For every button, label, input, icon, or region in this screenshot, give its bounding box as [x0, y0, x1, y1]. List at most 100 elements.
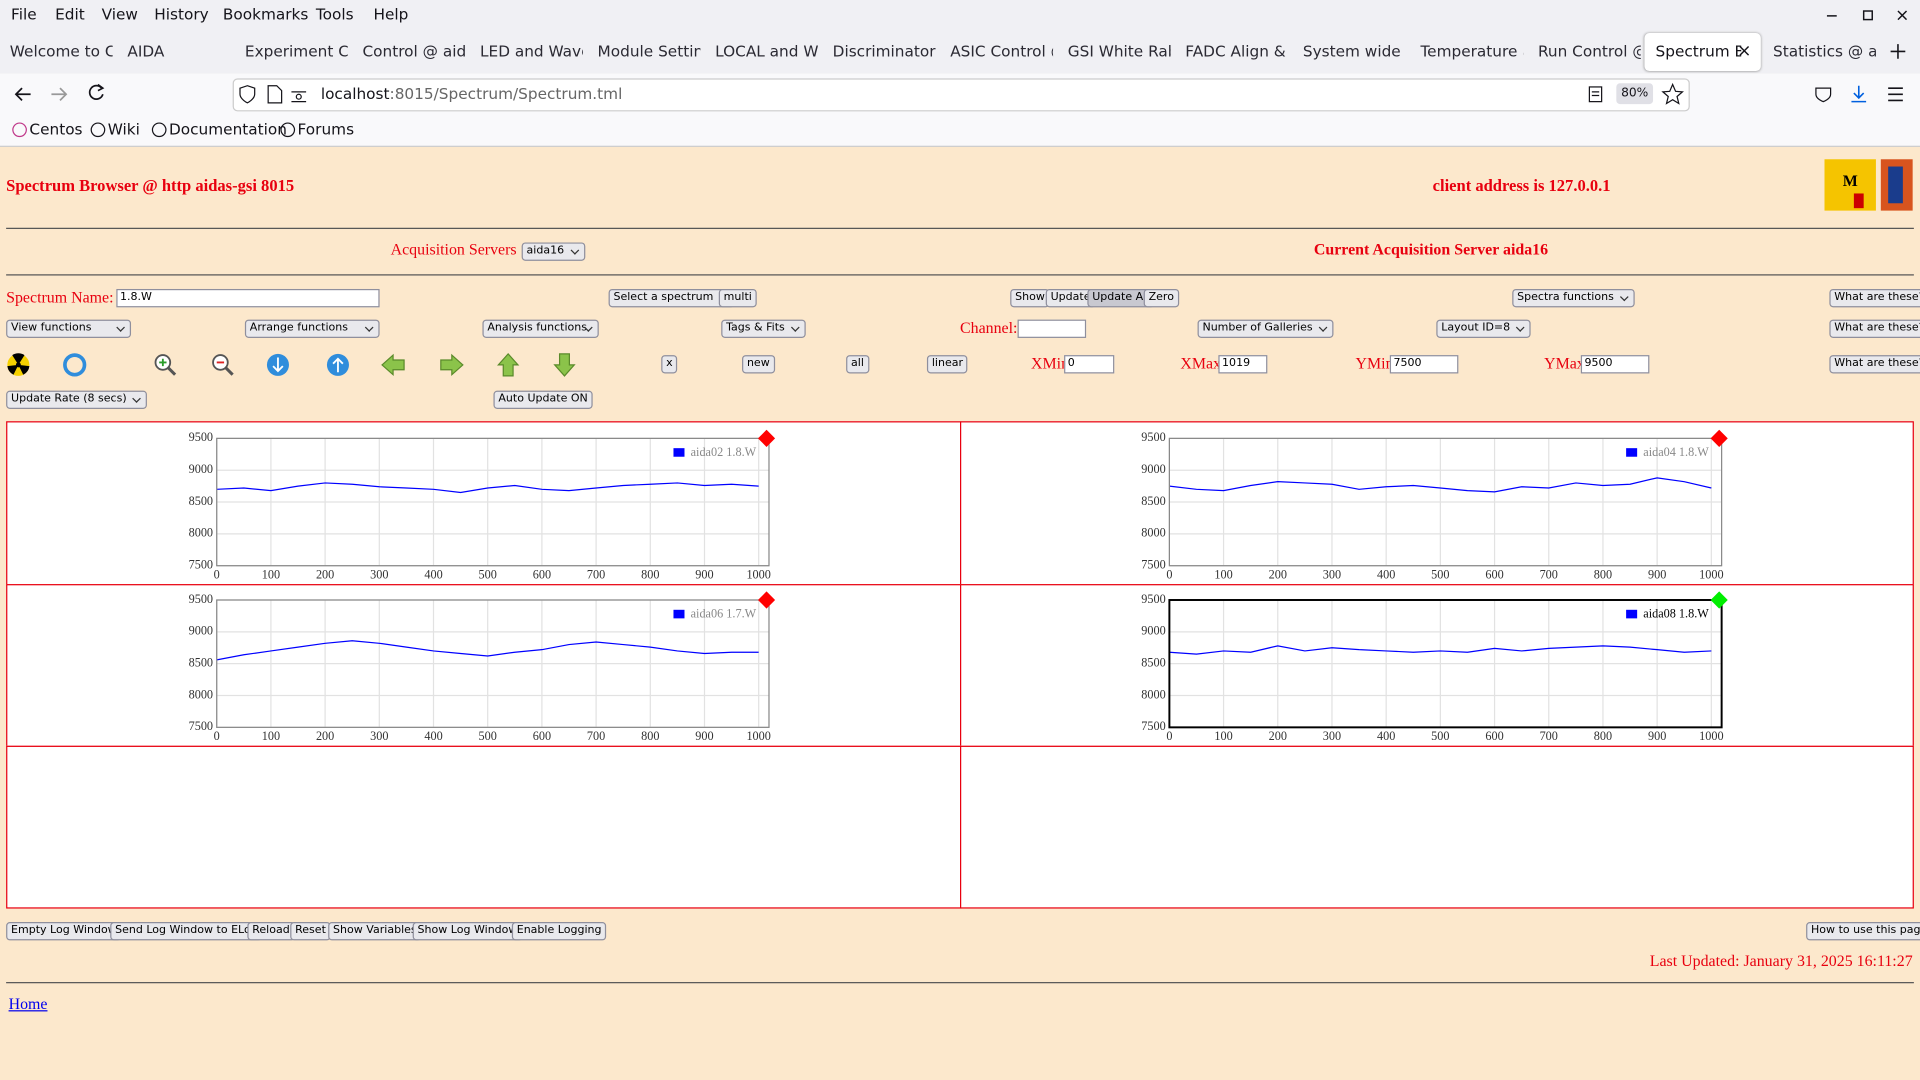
channel-input[interactable] — [1017, 319, 1087, 338]
active-tab[interactable] — [1644, 33, 1761, 72]
x-tick-label: 900 — [695, 567, 713, 581]
update-all-button[interactable]: Update All — [1087, 288, 1155, 308]
galleries-select[interactable]: Number of Galleries — [1197, 319, 1334, 338]
x-tick-label: 200 — [316, 729, 334, 743]
tab[interactable]: Statistics @ ai — [1773, 41, 1876, 61]
tab[interactable]: ASIC Control @ — [950, 41, 1053, 61]
tab[interactable]: Discriminator — [832, 41, 936, 61]
update-rate[interactable]: Update Rate (8 secs) — [6, 390, 148, 409]
spectra-functions[interactable]: Spectra functions — [1512, 288, 1635, 308]
menu-item[interactable]: Tools — [315, 4, 354, 24]
log-button[interactable]: Show Variables — [328, 922, 422, 941]
rule — [6, 274, 1914, 276]
svg-text:M: M — [1843, 173, 1858, 190]
new-button[interactable]: new — [742, 355, 775, 374]
tab[interactable]: AIDA — [127, 41, 165, 61]
x-tick-label: 600 — [533, 729, 551, 743]
toolbar-icons[interactable] — [1812, 82, 1910, 106]
home-link[interactable]: Home — [8, 994, 48, 1013]
x-tick-label: 100 — [1214, 567, 1232, 581]
nav-buttons[interactable] — [10, 81, 120, 108]
menu-item[interactable]: Help — [373, 4, 409, 24]
spectrum-input[interactable]: 1.8.W — [116, 288, 380, 308]
layout-select[interactable]: Layout ID=8 — [1436, 319, 1531, 338]
help-button[interactable]: What are these? — [1829, 355, 1920, 374]
menu-item[interactable]: View — [101, 4, 138, 24]
menu-item[interactable]: History — [154, 4, 209, 24]
bookmark-star[interactable] — [1660, 82, 1684, 106]
ymin-input[interactable]: 7500 — [1389, 355, 1459, 374]
y-tick-label: 9000 — [189, 624, 213, 638]
bookmark-icon — [90, 122, 106, 138]
log-button[interactable]: Reload — [247, 922, 295, 941]
arrange-functions[interactable]: Arrange functions — [244, 319, 380, 338]
multi-button[interactable]: multi — [718, 288, 757, 308]
help-button[interactable]: What are these? — [1829, 288, 1920, 308]
x-button[interactable]: x — [661, 355, 678, 374]
tab[interactable]: Experiment Co — [244, 41, 348, 61]
all-button[interactable]: all — [846, 355, 869, 374]
gallery-cell — [960, 421, 1914, 586]
tab[interactable]: Temperature a — [1420, 41, 1524, 61]
bookmark[interactable]: Documentation — [168, 120, 287, 139]
acq-select[interactable]: aida16 — [521, 242, 585, 261]
menu-item[interactable]: File — [11, 4, 37, 24]
tags-fits[interactable]: Tags & Fits — [721, 319, 806, 338]
bookmark[interactable]: Wiki — [107, 120, 140, 139]
menu-item[interactable]: Edit — [55, 4, 85, 24]
show-button[interactable]: Show — [1010, 288, 1050, 308]
url-field[interactable] — [232, 78, 1690, 112]
tab[interactable]: FADC Align & C — [1185, 41, 1288, 61]
menu-item[interactable]: Bookmarks — [222, 4, 309, 24]
tab-close[interactable] — [1736, 43, 1753, 60]
how-to-button[interactable]: How to use this page — [1806, 922, 1920, 941]
tab[interactable]: Welcome to C — [9, 41, 113, 61]
status-marker — [1710, 591, 1728, 609]
log-button[interactable]: Enable Logging — [511, 922, 607, 941]
xmax-input[interactable]: 1019 — [1218, 355, 1268, 374]
current-server: Current Acquisition Server aida16 — [1313, 240, 1549, 259]
toolbar-icons[interactable] — [5, 350, 581, 379]
view-functions[interactable]: View functions — [6, 319, 132, 338]
plot-frame — [1168, 437, 1723, 567]
linear-button[interactable]: linear — [926, 355, 968, 374]
bookmark[interactable]: Forums — [297, 120, 355, 139]
tab[interactable]: LOCAL and Wa — [715, 41, 818, 61]
legend-label: aida02 1.8.W — [691, 445, 757, 459]
log-button[interactable]: Empty Log Window — [6, 922, 122, 941]
log-button[interactable]: Show Log Window — [412, 922, 523, 941]
gallery-cell — [960, 584, 1914, 747]
ymax-input[interactable]: 9500 — [1580, 355, 1650, 374]
update-button[interactable]: Update — [1045, 288, 1096, 308]
rule — [6, 982, 1914, 984]
analysis-functions[interactable]: Analysis functions — [482, 319, 599, 338]
spectrum-select[interactable]: Select a spectrum — [608, 288, 735, 308]
zero-button[interactable]: Zero — [1143, 288, 1179, 308]
tab[interactable]: Control @ aida — [362, 41, 466, 61]
bookmark[interactable]: Centos — [29, 120, 83, 139]
help-button[interactable]: What are these? — [1829, 319, 1920, 338]
tab[interactable]: Spectrum Br — [1655, 41, 1742, 61]
tab[interactable]: Module Setting — [597, 41, 701, 61]
y-tick-label: 7500 — [189, 719, 213, 733]
reader-view[interactable] — [1587, 84, 1604, 104]
tab[interactable]: Run Control @ — [1537, 41, 1641, 61]
tab[interactable]: LED and Wave — [480, 41, 583, 61]
y-tick-label: 8500 — [189, 655, 213, 669]
plot-frame — [216, 599, 770, 728]
log-button[interactable]: Send Log Window to ELog — [110, 922, 263, 941]
log-button[interactable]: Reset — [290, 922, 331, 941]
new-tab[interactable] — [1888, 42, 1908, 62]
status-marker — [757, 591, 776, 609]
x-tick-label: 700 — [587, 567, 605, 581]
x-tick-label: 200 — [316, 567, 334, 581]
x-tick-label: 1000 — [1699, 567, 1723, 581]
bookmark-icon — [280, 122, 296, 138]
zoom-level[interactable]: 80% — [1616, 83, 1654, 105]
tab[interactable]: System wide C — [1302, 41, 1406, 61]
xmin-input[interactable]: 0 — [1064, 355, 1115, 374]
tab[interactable]: GSI White Rab — [1067, 41, 1171, 61]
auto-update-button[interactable]: Auto Update ON — [493, 390, 593, 409]
